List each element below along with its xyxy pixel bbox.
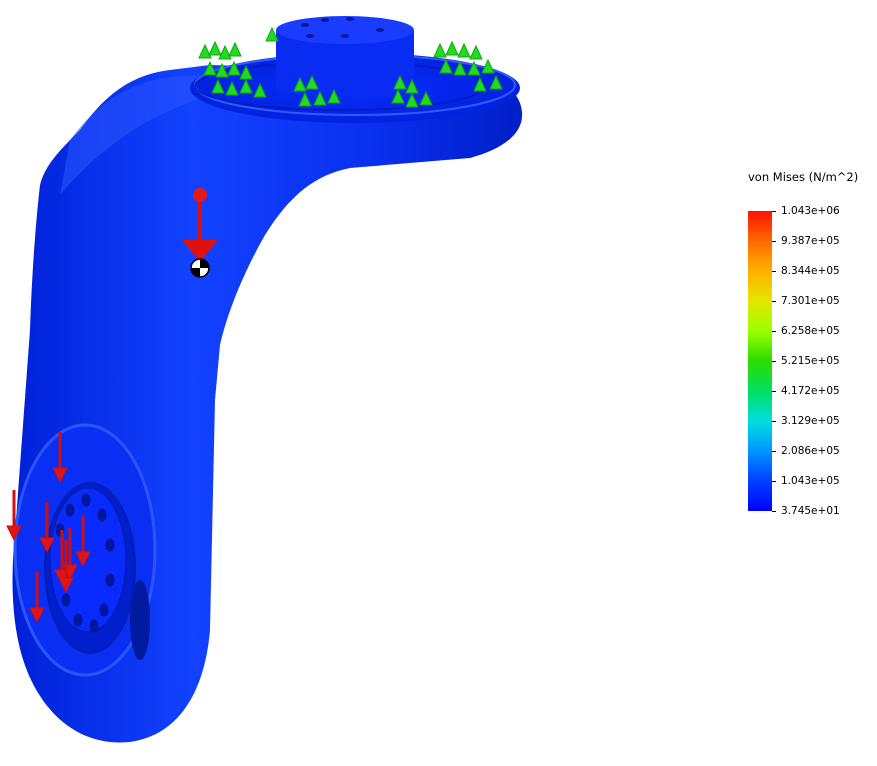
legend-tick-label: 6.258e+05 xyxy=(781,325,840,337)
bolt-holes xyxy=(55,493,115,633)
legend-tick-label: 7.301e+05 xyxy=(781,295,840,307)
legend-tick-mark xyxy=(772,420,776,422)
load-arrows[interactable] xyxy=(6,432,91,624)
legend-tick-mark xyxy=(772,510,776,512)
boss-hole xyxy=(341,34,349,38)
legend-tick-label: 3.129e+05 xyxy=(781,415,840,427)
top-boss-cap xyxy=(276,16,414,44)
legend-tick-mark xyxy=(772,330,776,332)
stress-legend: von Mises (N/m^2) 1.043e+06 9.387e+05 8.34… xyxy=(740,168,870,528)
legend-tick-label: 2.086e+05 xyxy=(781,445,840,457)
legend-tick-label: 8.344e+05 xyxy=(781,265,840,277)
fixture-arrows[interactable] xyxy=(198,26,503,108)
legend-tick-label: 5.215e+05 xyxy=(781,355,840,367)
bottom-slot xyxy=(130,580,150,660)
legend-tick-label: 1.043e+06 xyxy=(781,205,840,217)
legend-tick-mark xyxy=(772,270,776,272)
load-arrow xyxy=(75,516,91,568)
legend-colorbar xyxy=(748,211,772,511)
legend-tick: 3.745e+01 xyxy=(772,504,840,518)
legend-tick-mark xyxy=(772,450,776,452)
boss-hole xyxy=(346,17,354,21)
fixture-cluster-left xyxy=(198,26,279,98)
boss-hole xyxy=(376,28,384,32)
boss-hole xyxy=(301,23,309,27)
load-arrow xyxy=(52,432,68,484)
legend-title: von Mises (N/m^2) xyxy=(748,170,859,184)
boss-hole xyxy=(306,34,314,38)
legend-tick-mark xyxy=(772,480,776,482)
legend-tick: 4.172e+05 xyxy=(772,384,840,398)
bracket-part[interactable] xyxy=(12,16,523,743)
legend-tick: 3.129e+05 xyxy=(772,414,840,428)
legend-tick-label: 9.387e+05 xyxy=(781,235,840,247)
legend-tick: 2.086e+05 xyxy=(772,444,840,458)
legend-tick-mark xyxy=(772,390,776,392)
gravity-load-marker[interactable] xyxy=(182,188,218,278)
body-highlight xyxy=(60,74,300,195)
fixture-cluster-right xyxy=(433,40,503,92)
boss-hole xyxy=(321,18,329,22)
legend-tick: 6.258e+05 xyxy=(772,324,840,338)
load-arrow xyxy=(58,540,74,594)
load-arrow xyxy=(39,502,55,554)
legend-tick-mark xyxy=(772,210,776,212)
legend-tick: 1.043e+06 xyxy=(772,204,840,218)
legend-tick-label: 3.745e+01 xyxy=(781,505,840,517)
legend-tick: 9.387e+05 xyxy=(772,234,840,248)
fixture-cluster-center xyxy=(293,74,341,107)
fixture-cluster-right-center xyxy=(391,74,433,108)
legend-tick-label: 1.043e+05 xyxy=(781,475,840,487)
legend-tick: 7.301e+05 xyxy=(772,294,840,308)
legend-tick-label: 4.172e+05 xyxy=(781,385,840,397)
legend-tick-mark xyxy=(772,360,776,362)
legend-tick-mark xyxy=(772,240,776,242)
legend-tick: 8.344e+05 xyxy=(772,264,840,278)
load-arrow xyxy=(6,490,22,542)
legend-tick: 5.215e+05 xyxy=(772,354,840,368)
load-arrow xyxy=(29,572,45,624)
legend-tick: 1.043e+05 xyxy=(772,474,840,488)
legend-tick-mark xyxy=(772,300,776,302)
